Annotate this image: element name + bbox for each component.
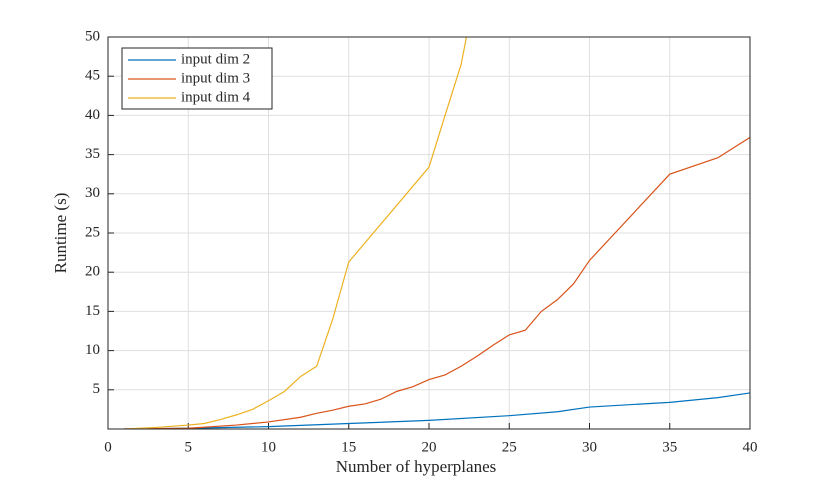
legend: input dim 2 input dim 3 input dim 4	[121, 47, 273, 110]
y-tick-label: 35	[85, 146, 100, 162]
x-tick-label: 30	[582, 439, 597, 455]
y-tick-label: 15	[85, 303, 100, 319]
y-tick-label: 10	[85, 342, 100, 358]
x-tick-label: 0	[104, 439, 112, 455]
y-tick-label: 5	[93, 381, 101, 397]
axes-box	[107, 36, 751, 430]
x-axis-label: Number of hyperplanes	[336, 457, 497, 476]
y-tick-label: 45	[85, 68, 100, 84]
x-tick-label: 5	[185, 439, 193, 455]
line-series	[124, 37, 468, 429]
legend-label: input dim 4	[181, 89, 251, 105]
x-tick-label: 25	[502, 439, 517, 455]
x-tick-label: 10	[261, 439, 276, 455]
x-tick-label: 40	[743, 439, 758, 455]
line-series	[124, 392, 750, 429]
x-tick-label: 20	[422, 439, 437, 455]
x-tick-label: 15	[341, 439, 356, 455]
y-tick-label: 25	[85, 224, 100, 240]
x-tick-label: 35	[662, 439, 677, 455]
y-axis-label: Runtime (s)	[51, 193, 70, 274]
y-tick-label: 50	[85, 28, 100, 44]
legend-label: input dim 3	[181, 70, 250, 86]
y-tick-label: 30	[85, 185, 100, 201]
line-series	[124, 136, 750, 429]
y-tick-label: 40	[85, 107, 100, 123]
y-tick-label: 20	[85, 264, 100, 280]
legend-label: input dim 2	[181, 51, 250, 67]
